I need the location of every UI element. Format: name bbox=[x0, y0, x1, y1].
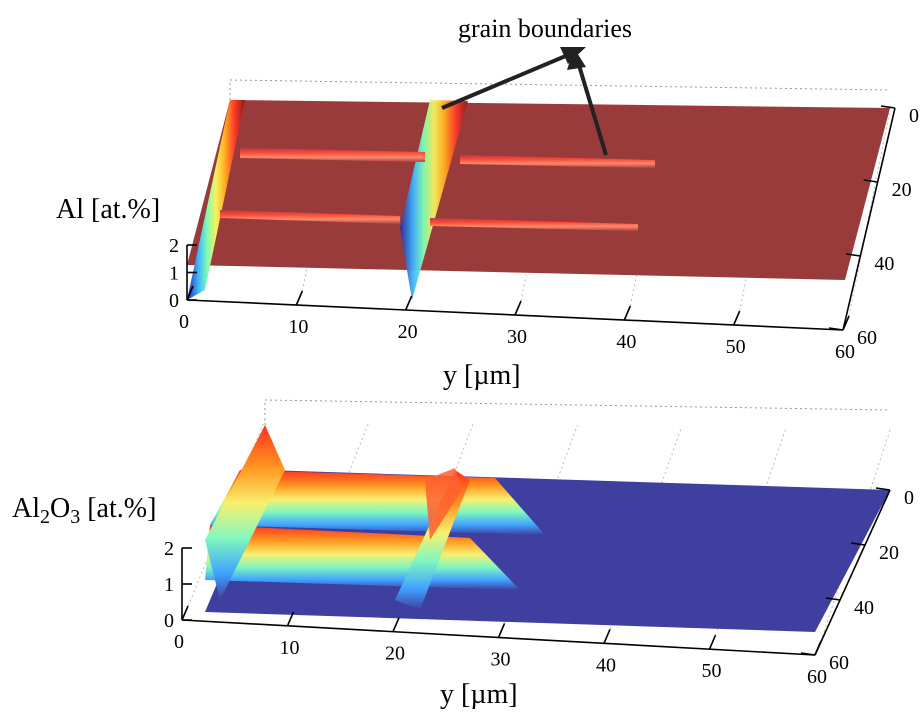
top-x-tick-label: 10 bbox=[288, 316, 308, 338]
top-grid-line bbox=[848, 109, 891, 317]
bot-depth-tick-label: 60 bbox=[829, 652, 849, 674]
bot-x-tick bbox=[708, 634, 717, 650]
bot-x-tick bbox=[392, 617, 400, 632]
top-x-tick-label: 0 bbox=[179, 311, 189, 333]
bot-depth-tick-label: 0 bbox=[904, 487, 914, 509]
top-x-tick bbox=[186, 285, 194, 301]
top-z-tick-label: 0 bbox=[169, 290, 179, 312]
bot-depth-tick bbox=[875, 487, 891, 491]
bot-depth-tick bbox=[825, 597, 841, 601]
al-left-groove bbox=[187, 100, 245, 300]
top-depth-tick-label: 40 bbox=[874, 253, 894, 275]
bot-depth-tick-label: 40 bbox=[854, 597, 874, 619]
bot-depth-ticks: 0 20 40 60 bbox=[800, 487, 914, 674]
bot-x-tick-label: 10 bbox=[280, 637, 300, 659]
top-z-tick-label: 1 bbox=[169, 263, 179, 285]
bot-z-tick-label: 0 bbox=[164, 610, 174, 632]
top-x-tick bbox=[623, 305, 632, 321]
top-x-tick bbox=[514, 300, 522, 316]
bot-depth-tick bbox=[800, 652, 816, 656]
top-depth-tick-label: 20 bbox=[892, 179, 912, 201]
top-x-tick-label: 60 bbox=[835, 341, 855, 363]
top-x-tick-label: 40 bbox=[616, 331, 636, 353]
al-ridge-3 bbox=[220, 210, 400, 224]
bot-depth-axis-line bbox=[814, 489, 891, 656]
annotation-arrow-1 bbox=[441, 53, 569, 110]
top-depth-tick bbox=[828, 327, 844, 331]
al2o3-gb-spike bbox=[425, 468, 462, 540]
top-back-wall bbox=[229, 79, 891, 100]
top-depth-tick bbox=[863, 179, 878, 183]
bot-zlabel: Al2O3 [at.%] bbox=[12, 493, 156, 528]
top-depth-tick-label: 0 bbox=[909, 105, 919, 127]
plot-al2o3: Al2O3 [at.%] y [µm] 0 10 20 30 40 50 60 020406… bbox=[12, 399, 914, 710]
al-surface-plateau bbox=[187, 100, 890, 280]
al-ridge-2 bbox=[460, 155, 655, 168]
top-zlabel: Al [at.%] bbox=[56, 194, 160, 225]
top-x-ticks: 0 10 20 30 40 50 60 bbox=[179, 285, 855, 363]
top-x-tick-label: 50 bbox=[726, 336, 746, 358]
top-depth-tick-label: 60 bbox=[857, 327, 877, 349]
bot-x-tick bbox=[286, 611, 295, 627]
bot-back-wall bbox=[264, 399, 891, 470]
top-depth-tick bbox=[846, 253, 861, 257]
annotation-arrowhead-2 bbox=[567, 48, 586, 70]
top-depth-tick bbox=[880, 105, 896, 109]
top-x-tick bbox=[732, 310, 741, 326]
bot-x-tick bbox=[603, 629, 611, 644]
al-ridge-4 bbox=[430, 218, 638, 231]
bot-x-tick-label: 40 bbox=[596, 654, 616, 676]
bot-x-tick bbox=[497, 623, 506, 638]
bot-xlabel: y [µm] bbox=[440, 679, 518, 710]
top-z-tick-label: 2 bbox=[169, 235, 179, 257]
top-x-tick-label: 20 bbox=[398, 321, 418, 343]
top-depth-axis-line bbox=[842, 107, 896, 331]
annotation-grain-boundaries: grain boundaries bbox=[458, 14, 632, 43]
bot-depth-tick-label: 20 bbox=[879, 542, 899, 564]
bot-grid-line bbox=[293, 421, 370, 613]
al-ridge-1 bbox=[240, 148, 425, 162]
bot-z-tick-label: 1 bbox=[164, 574, 174, 596]
bot-z-tick-label: 2 bbox=[164, 538, 174, 560]
bot-x-tick-label: 50 bbox=[702, 660, 722, 682]
bot-depth-tick bbox=[850, 542, 866, 546]
top-z-ticks: 0 1 2 bbox=[169, 235, 197, 312]
bot-x-tick-label: 20 bbox=[385, 643, 405, 665]
top-xlabel: y [µm] bbox=[443, 360, 521, 391]
bot-x-tick-label: 30 bbox=[491, 649, 511, 671]
annotation-arrow-2 bbox=[576, 61, 608, 156]
top-x-tick bbox=[295, 290, 304, 306]
bot-x-tick-label: 60 bbox=[807, 666, 827, 688]
al-gb-groove bbox=[400, 100, 468, 300]
plot-al: grain boundaries Al [at.%] y [µm] 0 10 20 3… bbox=[56, 14, 919, 391]
top-depth-ticks: 0 20 40 60 bbox=[828, 105, 919, 349]
top-x-tick-label: 30 bbox=[507, 326, 527, 348]
top-x-tick bbox=[404, 295, 413, 311]
bot-z-ticks: 0 1 2 bbox=[164, 538, 192, 632]
bot-x-tick-label: 0 bbox=[174, 631, 184, 653]
al2o3-left-peak bbox=[205, 425, 285, 600]
bot-x-tick bbox=[181, 605, 189, 621]
